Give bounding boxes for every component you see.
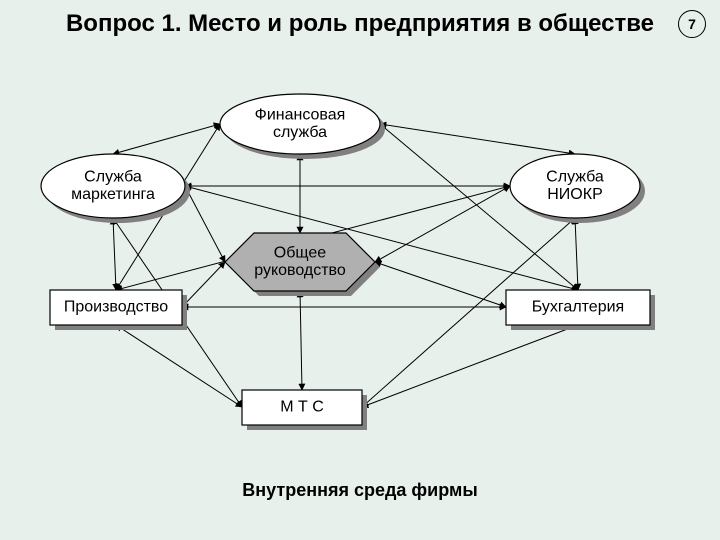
node-label: Служба [546,168,604,185]
edge [182,262,225,307]
node-label: Производство [64,299,168,316]
edge [362,325,578,407]
node-label: руководство [254,262,346,279]
node-label: Общее [274,244,326,261]
edge [575,218,578,290]
node-label: Служба [84,168,142,185]
diagram: ФинансоваяслужбаСлужбамаркетингаСлужбаНИ… [0,0,720,540]
slide: Вопрос 1. Место и роль предприятия в общ… [0,0,720,540]
edge [113,218,116,290]
node-label: Бухгалтерия [532,299,624,316]
edge [375,186,510,262]
edge [116,325,242,407]
diagram-caption: Внутренняя среда фирмы [0,480,720,501]
node-label: М Т С [280,399,324,416]
node-label: Финансовая [255,106,346,123]
node-label: маркетинга [71,186,155,203]
edge [380,124,575,154]
node-label: служба [273,124,327,141]
edge [185,186,225,262]
node-label: НИОКР [547,186,603,203]
edge [375,262,506,307]
edge [300,291,302,390]
